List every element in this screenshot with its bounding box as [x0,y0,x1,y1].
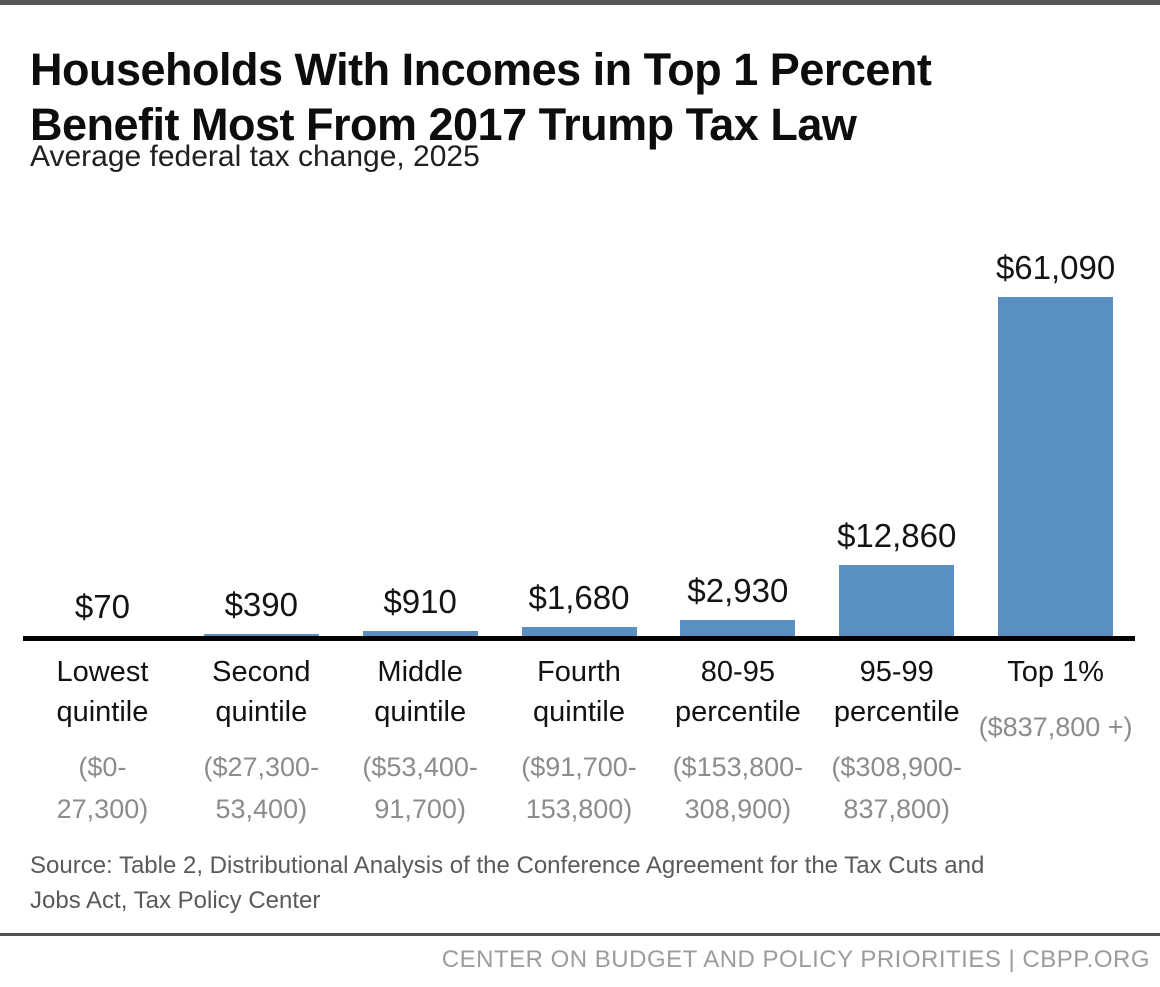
source-line-1: Source: Table 2, Distributional Analysis… [30,852,985,879]
category-label-column: Top 1% ($837,800 +) [976,652,1135,830]
income-range-line: 308,900) [684,794,792,824]
category-label-column: Middle quintile ($53,400- 91,700) [341,652,500,830]
x-axis-baseline [23,636,1135,641]
bar [362,630,478,636]
category-label-line: quintile [56,696,149,728]
category-label-line: 80-95 [700,656,775,688]
bar-value-label: $1,680 [528,578,630,616]
category-label-column: Second quintile ($27,300- 53,400) [182,652,341,830]
bar-value-label: $12,860 [837,516,957,554]
chart-title: Households With Incomes in Top 1 Percent… [30,42,932,152]
source-line-2: Jobs Act, Tax Policy Center [30,887,321,914]
income-range-line: 27,300) [56,794,149,824]
category-label: Fourth quintile [500,652,659,732]
category-label-column: 95-99 percentile ($308,900- 837,800) [817,652,976,830]
income-range-label: ($0- 27,300) [23,746,182,830]
bar-chart: $70 $390 $910 $1,680 $2,930 $12,860 $61,090 Lo… [23,249,1135,835]
category-label: Second quintile [182,652,341,732]
bar-value-label: $61,090 [995,249,1116,286]
category-label-line: Second [212,656,311,688]
bar [998,297,1114,636]
source-note: Source: Table 2, Distributional Analysis… [30,848,1135,918]
bar-column: $910 [341,250,500,636]
category-label-column: Fourth quintile ($91,700- 153,800) [500,652,659,830]
footer-branding: CENTER ON BUDGET AND POLICY PRIORITIES |… [441,946,1150,973]
bar-value-label: $910 [383,582,457,620]
income-range-line: ($27,300- [203,752,320,782]
income-range-label: ($91,700- 153,800) [500,746,659,830]
bar-column: $70 [23,250,182,636]
bar [839,564,955,636]
income-range-line: 53,400) [215,794,308,824]
category-label-line: quintile [533,696,625,728]
bar [680,619,796,636]
income-range-label: ($153,800- 308,900) [658,746,817,830]
plot-area: $70 $390 $910 $1,680 $2,930 $12,860 $61,090 [23,249,1135,636]
income-range-line: 837,800) [843,794,951,824]
category-label: Top 1% [976,652,1135,692]
bar-column: $61,090 [976,249,1135,636]
category-label-line: quintile [215,696,308,728]
bar [203,633,319,636]
income-range-line: ($0- [78,752,127,782]
income-range-label: ($27,300- 53,400) [182,746,341,830]
income-range-label: ($308,900- 837,800) [817,746,976,830]
bar-column: $1,680 [500,250,659,636]
income-range-line: ($53,400- [362,752,478,782]
category-label: Middle quintile [341,652,500,732]
bar-column: $390 [182,250,341,636]
bar-column: $12,860 [817,250,976,636]
income-range-line: 153,800) [525,794,633,824]
income-range-label: ($53,400- 91,700) [341,746,500,830]
income-range-line: ($308,900- [831,752,963,782]
bar-value-label: $390 [224,585,298,623]
category-label: Lowest quintile [23,652,182,732]
category-label: 80-95 percentile [658,652,817,732]
category-label-line: percentile [833,696,960,728]
category-labels: Lowest quintile ($0- 27,300) Second quintile (… [23,652,1135,830]
chart-title-line-2: Benefit Most From 2017 Trump Tax Law [30,99,857,151]
category-label-line: percentile [674,696,801,728]
bar-column: $2,930 [658,250,817,636]
chart-title-line-1: Households With Incomes in Top 1 Percent [30,44,932,96]
income-range-line: ($837,800 +) [978,712,1133,742]
category-label-line: 95-99 [859,656,934,688]
bar [521,626,637,636]
category-label-line: Top 1% [1007,656,1104,688]
income-range-line: 91,700) [374,794,466,824]
category-label-column: 80-95 percentile ($153,800- 308,900) [658,652,817,830]
category-label-line: Middle [377,656,463,688]
category-label-column: Lowest quintile ($0- 27,300) [23,652,182,830]
category-label-line: Lowest [56,656,149,688]
income-range-line: ($91,700- [521,752,637,782]
income-range-line: ($153,800- [672,752,804,782]
income-range-label: ($837,800 +) [976,706,1135,748]
category-label-line: quintile [374,696,467,728]
footer-divider [0,933,1160,936]
chart-subtitle: Average federal tax change, 2025 [30,140,480,173]
top-accent-bar [0,0,1160,5]
bar-value-label: $70 [74,587,130,625]
bar-value-label: $2,930 [687,571,789,609]
category-label: 95-99 percentile [817,652,976,732]
category-label-line: Fourth [537,656,621,688]
